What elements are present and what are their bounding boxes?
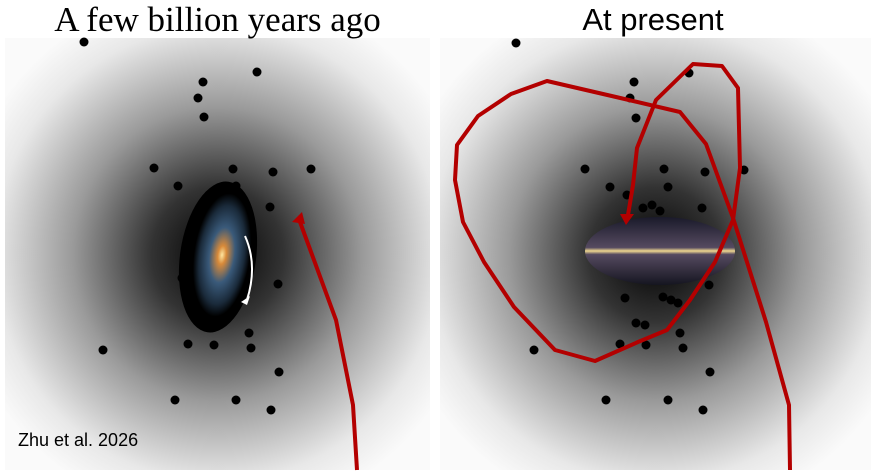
panel-title-past: A few billion years ago [54, 0, 381, 39]
satellite-dot [641, 340, 651, 350]
satellite-dot [529, 345, 539, 355]
satellite-dot [193, 93, 203, 103]
satellite-dot [704, 280, 714, 290]
arrowhead-icon [292, 212, 305, 224]
satellite-dot [177, 273, 187, 283]
satellite-dot [675, 328, 685, 338]
satellite-dot [601, 395, 611, 405]
satellite-dot [268, 167, 278, 177]
satellite-dot [252, 67, 262, 77]
satellite-dot [663, 182, 673, 192]
satellite-dot [183, 339, 193, 349]
satellite-dot [228, 164, 238, 174]
satellite-dot [170, 395, 180, 405]
satellite-dot [209, 340, 219, 350]
satellite-dot [666, 295, 676, 305]
satellite-dot [185, 291, 195, 301]
satellite-dot [673, 298, 683, 308]
orbit-left [292, 212, 359, 471]
satellite-dot [640, 320, 650, 330]
satellite-dot [631, 318, 641, 328]
satellite-dot [198, 77, 208, 87]
satellite-dot [678, 343, 688, 353]
satellite-dot [265, 202, 275, 212]
galaxy-milky-way [585, 217, 735, 285]
satellite-dots [79, 37, 749, 415]
satellite-dot [638, 203, 648, 213]
satellite-dot [244, 328, 254, 338]
satellite-dot [273, 279, 283, 289]
satellite-dot [655, 206, 665, 216]
satellite-dot [697, 203, 707, 213]
satellite-dot [580, 164, 590, 174]
satellite-dot [705, 367, 715, 377]
satellite-dot [659, 164, 669, 174]
satellite-dot [511, 38, 521, 48]
satellite-dot [306, 164, 316, 174]
satellite-dot [98, 345, 108, 355]
satellite-dot [631, 113, 641, 123]
satellite-dot [199, 112, 209, 122]
satellite-dot [266, 405, 276, 415]
satellite-dot [658, 292, 668, 302]
orbit-right [453, 62, 792, 471]
satellite-dot [605, 182, 615, 192]
satellite-dot [647, 200, 657, 210]
galaxy-spiral [178, 181, 258, 333]
credit-label: Zhu et al. 2026 [18, 430, 139, 450]
rotation-arrow-icon [244, 235, 254, 301]
satellite-dot [663, 395, 673, 405]
satellite-dot [274, 367, 284, 377]
satellite-dot [173, 181, 183, 191]
satellite-dot [615, 339, 625, 349]
satellite-dot [231, 395, 241, 405]
satellite-dot [79, 37, 89, 47]
satellite-dot [149, 163, 159, 173]
satellite-dot [231, 181, 241, 191]
satellite-dot [698, 405, 708, 415]
satellite-dot [246, 343, 256, 353]
satellite-dot [629, 77, 639, 87]
panel-title-present: At present [582, 2, 724, 37]
satellite-dot [620, 293, 630, 303]
arrowhead-icon [620, 214, 634, 225]
satellite-dot [199, 317, 209, 327]
satellite-dot [700, 167, 710, 177]
